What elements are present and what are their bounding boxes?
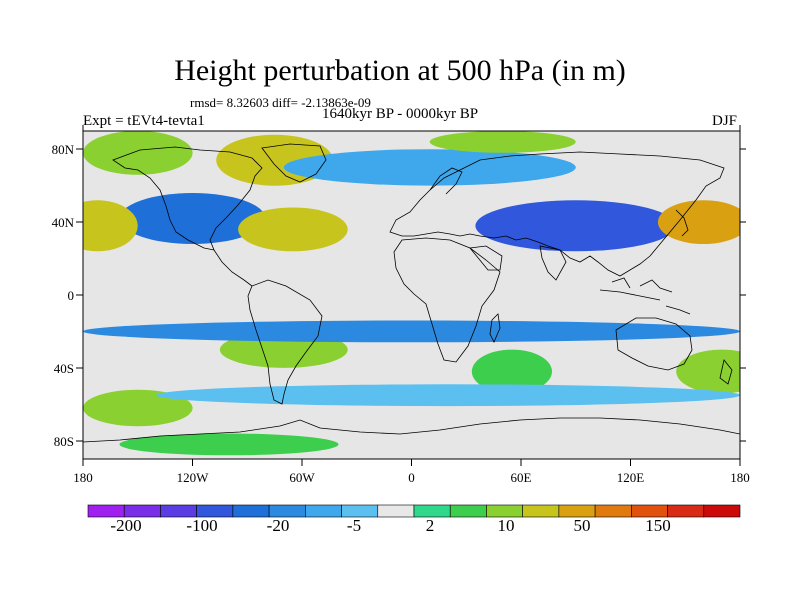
colorbar-label: -20 xyxy=(267,516,290,535)
x-tick-label: 120W xyxy=(177,470,210,485)
central-america-outline xyxy=(213,249,253,287)
colorbar-box xyxy=(667,504,705,518)
australia-outline xyxy=(615,317,693,371)
x-tick-label: 0 xyxy=(408,470,415,485)
africa-outline xyxy=(393,237,501,363)
maritime-continent-outline xyxy=(599,277,691,315)
coastlines xyxy=(83,143,740,443)
anomaly-region xyxy=(83,320,740,343)
y-tick-label: 40S xyxy=(54,361,74,376)
arabia-outline xyxy=(469,245,503,271)
madagascar-outline xyxy=(489,313,501,343)
anomaly-region xyxy=(657,200,740,244)
colorbar-box xyxy=(449,504,487,518)
colorbar: -200 -100 -20 -5 2 10 50 150 xyxy=(87,504,741,535)
anomaly-region xyxy=(156,384,740,407)
colorbar-box xyxy=(377,504,415,518)
colorbar-boxes xyxy=(87,504,741,518)
greenland-outline xyxy=(261,143,327,183)
season-label: DJF xyxy=(712,113,738,129)
antarctica-outline xyxy=(83,417,740,443)
colorbar-box xyxy=(232,504,270,518)
stats-text: rmsd= 8.32603 diff= -2.13863e-09 xyxy=(190,95,371,110)
colorbar-label: 150 xyxy=(645,516,671,535)
y-tick-marks xyxy=(76,148,746,442)
x-tick-marks xyxy=(82,125,741,466)
anomaly-region xyxy=(471,349,552,394)
colorbar-box xyxy=(522,504,560,518)
scandinavia-outline xyxy=(429,167,463,195)
anomaly-region xyxy=(83,200,138,252)
y-tick-label: 0 xyxy=(68,288,75,303)
anomaly-region xyxy=(429,131,576,153)
anomaly-region xyxy=(119,433,339,456)
new-zealand-outline xyxy=(719,359,733,385)
x-tick-label: 60E xyxy=(511,470,532,485)
india-outline xyxy=(539,245,567,281)
anomaly-region xyxy=(238,207,348,252)
anomaly-region xyxy=(283,149,576,186)
colorbar-box xyxy=(305,504,342,518)
japan-outline xyxy=(675,209,689,237)
x-tick-label: 120E xyxy=(617,470,645,485)
y-tick-label: 40N xyxy=(52,215,75,230)
north-america-outline xyxy=(112,146,263,251)
colorbar-label: -200 xyxy=(110,516,141,535)
south-america-outline xyxy=(247,279,323,405)
colorbar-label: -100 xyxy=(186,516,217,535)
map-title: Height perturbation at 500 hPa (in m) xyxy=(174,54,626,87)
colorbar-label: 10 xyxy=(498,516,515,535)
colorbar-box xyxy=(703,504,741,518)
x-tick-label: 180 xyxy=(73,470,93,485)
anomaly-region xyxy=(475,200,677,252)
y-tick-label: 80N xyxy=(52,142,75,157)
colorbar-label: -5 xyxy=(347,516,361,535)
x-tick-label: 60W xyxy=(289,470,315,485)
map-axes: 180 120W 60W 0 60E 120E 180 80N 40N 0 40… xyxy=(52,125,750,485)
eurasia-outline xyxy=(389,151,725,277)
y-tick-label: 80S xyxy=(54,434,74,449)
anomaly-region xyxy=(83,131,193,175)
colorbar-box xyxy=(594,504,632,518)
anomaly-region xyxy=(119,193,266,244)
period-label: 1640kyr BP - 0000kyr BP xyxy=(322,106,479,122)
colorbar-label: 2 xyxy=(426,516,435,535)
height-anomaly-field xyxy=(83,131,740,456)
colorbar-label: 50 xyxy=(574,516,591,535)
anomaly-region xyxy=(83,389,193,427)
map-panel xyxy=(82,130,741,460)
experiment-label: Expt = tEVt4-tevta1 xyxy=(83,113,205,129)
x-tick-label: 180 xyxy=(730,470,750,485)
